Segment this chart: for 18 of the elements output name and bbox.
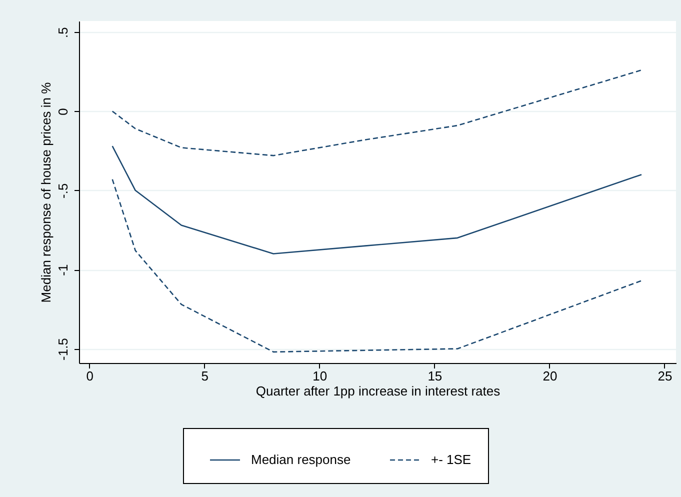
y-tick-label: -1.5 bbox=[56, 338, 70, 360]
x-tick-label: 0 bbox=[86, 368, 94, 384]
legend-label: Median response bbox=[251, 452, 351, 467]
legend-label: +- 1SE bbox=[431, 452, 472, 467]
y-axis-title: Median response of house prices in % bbox=[38, 82, 54, 303]
x-tick-label: 15 bbox=[428, 368, 442, 384]
y-tick-label: .5 bbox=[56, 27, 70, 38]
y-tick-label: -.5 bbox=[56, 183, 70, 199]
y-tick-label: -1 bbox=[56, 264, 70, 276]
y-tick-label: 0 bbox=[56, 108, 70, 116]
x-tick-label: 25 bbox=[658, 368, 672, 384]
line-series bbox=[112, 178, 642, 353]
line-series bbox=[112, 145, 642, 254]
x-tick-label: 20 bbox=[542, 368, 558, 384]
x-tick-label: 5 bbox=[201, 368, 208, 384]
x-tick-label: 10 bbox=[312, 368, 328, 384]
x-axis-title: Quarter after 1pp increase in interest rates bbox=[256, 384, 501, 398]
line-series bbox=[112, 69, 642, 156]
